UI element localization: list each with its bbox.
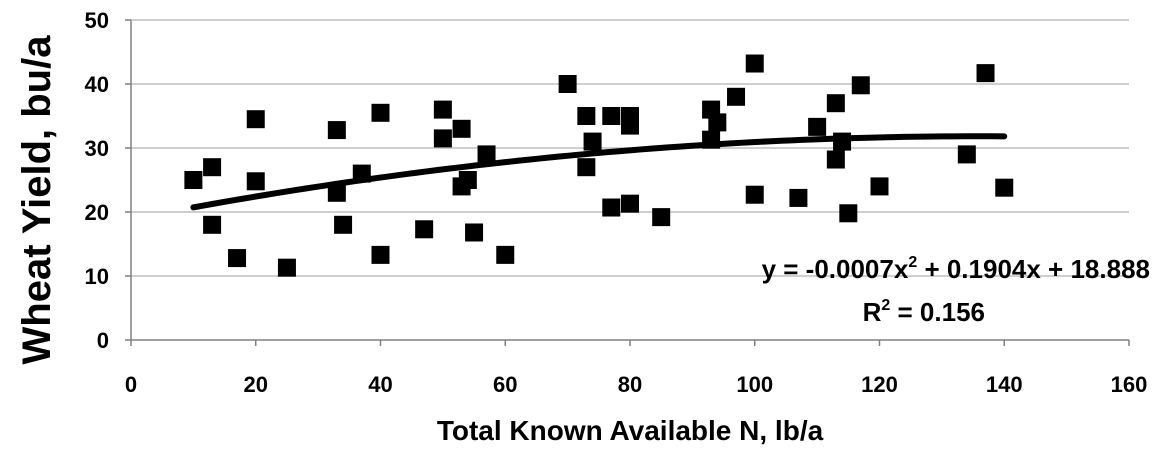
equation-exponent: 2 bbox=[908, 254, 917, 271]
data-point bbox=[826, 94, 845, 113]
data-point bbox=[352, 164, 371, 183]
data-point bbox=[702, 130, 721, 149]
data-point bbox=[602, 198, 621, 217]
data-point bbox=[327, 121, 346, 140]
x-tick-label: 120 bbox=[861, 372, 898, 397]
r2-suffix: = 0.156 bbox=[890, 297, 985, 327]
x-tick-labels: 0 20 40 60 80 100 120 140 160 bbox=[125, 372, 1147, 397]
trendline-equation: y = -0.0007x2 + 0.1904x + 18.888 bbox=[762, 254, 1150, 284]
x-tick-label: 40 bbox=[368, 372, 392, 397]
data-point bbox=[334, 215, 353, 234]
data-points bbox=[184, 54, 1014, 277]
data-point bbox=[621, 116, 639, 135]
y-axis-title: Wheat Yield, bu/a bbox=[15, 35, 59, 365]
data-point bbox=[808, 117, 827, 136]
data-point bbox=[839, 204, 858, 223]
data-point bbox=[995, 178, 1014, 197]
data-point bbox=[452, 119, 471, 138]
data-point bbox=[477, 145, 496, 164]
data-point bbox=[851, 76, 870, 95]
data-point bbox=[583, 132, 602, 151]
x-tick-label: 0 bbox=[125, 372, 137, 397]
data-point bbox=[433, 100, 452, 119]
y-tick-label: 20 bbox=[85, 200, 109, 225]
data-point bbox=[433, 129, 452, 148]
data-point bbox=[602, 107, 621, 125]
data-point bbox=[371, 245, 390, 264]
data-point bbox=[415, 220, 434, 239]
data-point bbox=[789, 188, 808, 207]
y-tick-label: 10 bbox=[85, 264, 109, 289]
y-tick-label: 40 bbox=[85, 72, 109, 97]
data-point bbox=[577, 107, 596, 125]
y-tick-labels: 0 10 20 30 40 50 bbox=[85, 8, 109, 353]
data-point bbox=[976, 64, 995, 83]
data-point bbox=[203, 215, 222, 234]
equation-suffix: + 0.1904x + 18.888 bbox=[917, 254, 1150, 284]
data-point bbox=[327, 183, 346, 202]
data-point bbox=[708, 113, 727, 132]
x-tick-label: 20 bbox=[244, 372, 268, 397]
data-point bbox=[203, 158, 222, 177]
axes bbox=[125, 19, 1130, 346]
data-point bbox=[246, 172, 265, 191]
r2-prefix: R bbox=[863, 297, 882, 327]
data-point bbox=[458, 171, 477, 189]
data-point bbox=[652, 208, 671, 227]
data-point bbox=[745, 185, 764, 204]
data-point bbox=[184, 171, 203, 189]
equation-prefix: y = -0.0007x bbox=[762, 254, 909, 284]
data-point bbox=[745, 54, 764, 73]
x-tick-label: 140 bbox=[986, 372, 1023, 397]
data-point bbox=[826, 150, 845, 169]
data-point bbox=[621, 194, 639, 213]
data-point bbox=[277, 258, 296, 277]
x-tick-label: 80 bbox=[618, 372, 642, 397]
data-point bbox=[371, 103, 390, 122]
data-point bbox=[870, 177, 889, 196]
x-tick-label: 100 bbox=[736, 372, 773, 397]
data-point bbox=[246, 110, 265, 129]
data-point bbox=[228, 249, 247, 268]
data-point bbox=[496, 245, 515, 264]
data-point bbox=[957, 145, 976, 164]
y-tick-label: 50 bbox=[85, 8, 109, 33]
y-tick-label: 0 bbox=[97, 328, 109, 353]
y-tick-label: 30 bbox=[85, 136, 109, 161]
x-tick-label: 60 bbox=[493, 372, 517, 397]
x-tick-label: 160 bbox=[1111, 372, 1148, 397]
data-point bbox=[833, 132, 852, 151]
r-squared: R2 = 0.156 bbox=[863, 297, 985, 327]
r2-exponent: 2 bbox=[881, 297, 890, 314]
data-point bbox=[465, 223, 484, 242]
data-point bbox=[727, 87, 746, 106]
x-axis-title: Total Known Available N, lb/a bbox=[437, 415, 824, 446]
data-point bbox=[558, 75, 577, 93]
data-point bbox=[577, 158, 596, 177]
